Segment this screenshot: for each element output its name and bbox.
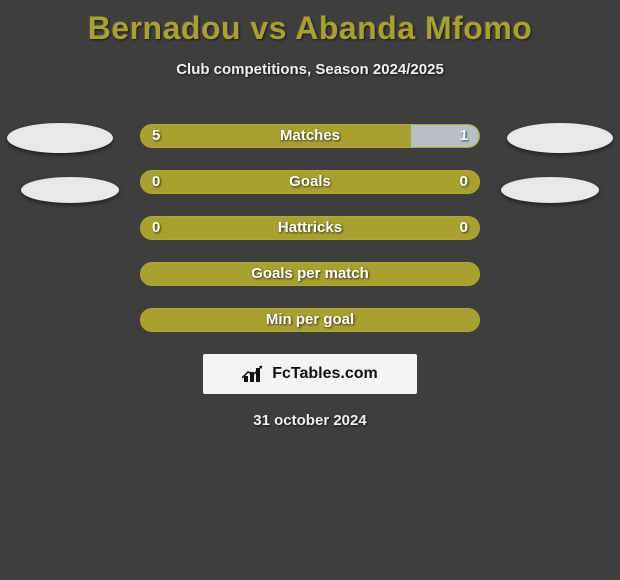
stat-value-left: 5 <box>152 124 160 148</box>
stat-row: Hattricks0 0 <box>140 216 480 240</box>
logo-box: FcTables.com <box>203 354 417 394</box>
stat-row: Goals per match <box>140 262 480 286</box>
stat-value-right: 0 <box>460 170 468 194</box>
stat-rows: Matches51Goals00Hattricks00Goals per mat… <box>0 124 620 332</box>
logo-text: FcTables.com <box>272 365 378 383</box>
date-label: 31 october 2024 <box>0 412 620 429</box>
stat-row: Min per goal <box>140 308 480 332</box>
vs-label: vs <box>250 10 287 46</box>
player2-badge-bottom <box>501 177 599 203</box>
stat-label: Min per goal <box>140 308 480 332</box>
player2-name: Abanda Mfomo <box>295 10 532 46</box>
player2-badge-top <box>507 123 613 153</box>
comparison-title: Bernadou vs Abanda Mfomo <box>0 0 620 47</box>
player1-name: Bernadou <box>88 10 241 46</box>
stat-value-right: 0 <box>460 216 468 240</box>
stat-value-right: 1 <box>460 124 468 148</box>
stat-label: Goals per match <box>140 262 480 286</box>
bar-chart-icon <box>242 364 266 384</box>
stat-row: Matches5 1 <box>140 124 480 148</box>
stat-label: Hattricks <box>140 216 480 240</box>
player1-badge-top <box>7 123 113 153</box>
stat-label: Matches <box>140 124 480 148</box>
stat-value-left: 0 <box>152 170 160 194</box>
stat-label: Goals <box>140 170 480 194</box>
subtitle: Club competitions, Season 2024/2025 <box>0 61 620 78</box>
player1-badge-bottom <box>21 177 119 203</box>
stat-row: Goals0 0 <box>140 170 480 194</box>
stat-value-left: 0 <box>152 216 160 240</box>
